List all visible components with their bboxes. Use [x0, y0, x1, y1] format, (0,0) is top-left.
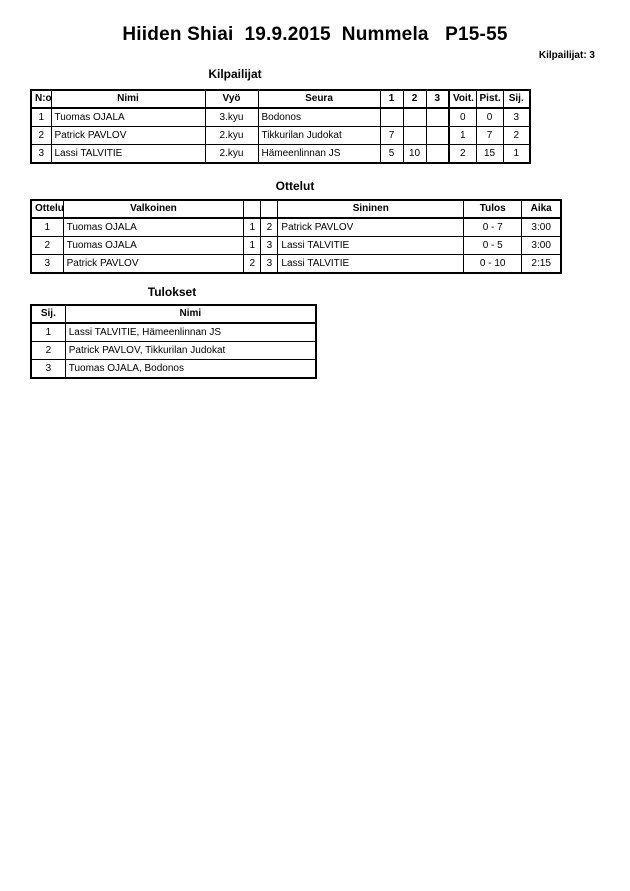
cell-no: 1 — [30, 107, 52, 127]
cell-rank: 2 — [30, 341, 66, 360]
cell-match-3 — [425, 126, 450, 145]
matches-table: Ottelu Valkoinen Sininen Tulos Aika 1 Tu… — [30, 199, 562, 274]
column-header-white-number — [243, 199, 262, 219]
cell-wins: 1 — [448, 126, 477, 145]
cell-name: Patrick PAVLOV, Tikkurilan Judokat — [64, 341, 317, 360]
cell-belt: 2.kyu — [204, 126, 259, 145]
table-row: 1 Tuomas OJALA 3.kyu Bodonos 0 0 3 — [30, 107, 531, 127]
cell-match-number: 3 — [30, 254, 64, 274]
table-row: 2 Tuomas OJALA 1 3 Lassi TALVITIE 0 - 5 … — [30, 236, 562, 255]
section-heading-competitors: Kilpailijat — [208, 67, 262, 81]
competitors-table: N:o Nimi Vyö Seura 1 2 3 Voit. Pist. Sij… — [30, 89, 531, 164]
competitor-count-label: Kilpailijat: 3 — [538, 50, 595, 61]
cell-result: 0 - 7 — [463, 217, 523, 237]
column-header-rank: Sij. — [502, 89, 531, 109]
section-heading-results: Tulokset — [147, 285, 197, 299]
table-row: 1 Tuomas OJALA 1 2 Patrick PAVLOV 0 - 7 … — [30, 217, 562, 237]
table-header-row: Sij. Nimi — [30, 304, 317, 324]
cell-time: 3:00 — [521, 236, 562, 255]
cell-rank: 2 — [502, 126, 531, 145]
cell-match-2 — [402, 107, 427, 127]
column-header-name: Nimi — [64, 304, 317, 324]
column-header-belt: Vyö — [204, 89, 259, 109]
cell-blue-number: 3 — [260, 254, 279, 274]
cell-white-number: 1 — [243, 236, 262, 255]
table-row: 2 Patrick PAVLOV 2.kyu Tikkurilan Judoka… — [30, 126, 531, 145]
cell-time: 3:00 — [521, 217, 562, 237]
table-row: 3 Tuomas OJALA, Bodonos — [30, 359, 317, 379]
cell-match-number: 2 — [30, 236, 64, 255]
cell-name: Lassi TALVITIE — [50, 144, 206, 164]
cell-blue-number: 2 — [260, 217, 279, 237]
table-row: 2 Patrick PAVLOV, Tikkurilan Judokat — [30, 341, 317, 360]
cell-match-1: 5 — [379, 144, 404, 164]
column-header-name: Nimi — [50, 89, 206, 109]
column-header-white: Valkoinen — [62, 199, 245, 219]
cell-name: Tuomas OJALA, Bodonos — [64, 359, 317, 379]
cell-time: 2:15 — [521, 254, 562, 274]
column-header-wins: Voit. — [448, 89, 477, 109]
column-header-points: Pist. — [475, 89, 504, 109]
cell-match-2 — [402, 126, 427, 145]
table-row: 3 Lassi TALVITIE 2.kyu Hämeenlinnan JS 5… — [30, 144, 531, 164]
column-header-match-2: 2 — [402, 89, 427, 109]
column-header-result: Tulos — [463, 199, 523, 219]
column-header-time: Aika — [521, 199, 562, 219]
cell-name: Lassi TALVITIE, Hämeenlinnan JS — [64, 322, 317, 342]
cell-wins: 2 — [448, 144, 477, 164]
column-header-match-3: 3 — [425, 89, 450, 109]
cell-rank: 1 — [30, 322, 66, 342]
cell-white-number: 1 — [243, 217, 262, 237]
table-header-row: N:o Nimi Vyö Seura 1 2 3 Voit. Pist. Sij… — [30, 89, 531, 109]
cell-name: Tuomas OJALA — [50, 107, 206, 127]
section-heading-matches: Ottelut — [275, 179, 315, 193]
table-row: 3 Patrick PAVLOV 2 3 Lassi TALVITIE 0 - … — [30, 254, 562, 274]
cell-blue-name: Lassi TALVITIE — [277, 254, 465, 274]
cell-match-3 — [425, 107, 450, 127]
column-header-blue: Sininen — [277, 199, 465, 219]
cell-belt: 2.kyu — [204, 144, 259, 164]
cell-club: Bodonos — [257, 107, 381, 127]
cell-points: 7 — [475, 126, 504, 145]
cell-match-1: 7 — [379, 126, 404, 145]
cell-blue-number: 3 — [260, 236, 279, 255]
cell-wins: 0 — [448, 107, 477, 127]
cell-match-2: 10 — [402, 144, 427, 164]
cell-no: 3 — [30, 144, 52, 164]
column-header-match: Ottelu — [30, 199, 64, 219]
cell-rank: 3 — [30, 359, 66, 379]
table-header-row: Ottelu Valkoinen Sininen Tulos Aika — [30, 199, 562, 219]
cell-result: 0 - 5 — [463, 236, 523, 255]
cell-blue-name: Patrick PAVLOV — [277, 217, 465, 237]
column-header-match-1: 1 — [379, 89, 404, 109]
column-header-rank: Sij. — [30, 304, 66, 324]
results-table: Sij. Nimi 1 Lassi TALVITIE, Hämeenlinnan… — [30, 304, 317, 379]
cell-match-1 — [379, 107, 404, 127]
cell-name: Patrick PAVLOV — [50, 126, 206, 145]
cell-white-name: Patrick PAVLOV — [62, 254, 245, 274]
column-header-club: Seura — [257, 89, 381, 109]
cell-result: 0 - 10 — [463, 254, 523, 274]
cell-belt: 3.kyu — [204, 107, 259, 127]
cell-points: 15 — [475, 144, 504, 164]
cell-club: Tikkurilan Judokat — [257, 126, 381, 145]
cell-white-name: Tuomas OJALA — [62, 217, 245, 237]
column-header-no: N:o — [30, 89, 52, 109]
column-header-blue-number — [260, 199, 279, 219]
cell-blue-name: Lassi TALVITIE — [277, 236, 465, 255]
cell-club: Hämeenlinnan JS — [257, 144, 381, 164]
cell-white-name: Tuomas OJALA — [62, 236, 245, 255]
cell-no: 2 — [30, 126, 52, 145]
page-title: Hiiden Shiai 19.9.2015 Nummela P15-55 — [122, 24, 508, 45]
cell-match-3 — [425, 144, 450, 164]
cell-rank: 3 — [502, 107, 531, 127]
cell-match-number: 1 — [30, 217, 64, 237]
table-row: 1 Lassi TALVITIE, Hämeenlinnan JS — [30, 322, 317, 342]
cell-rank: 1 — [502, 144, 531, 164]
cell-white-number: 2 — [243, 254, 262, 274]
cell-points: 0 — [475, 107, 504, 127]
